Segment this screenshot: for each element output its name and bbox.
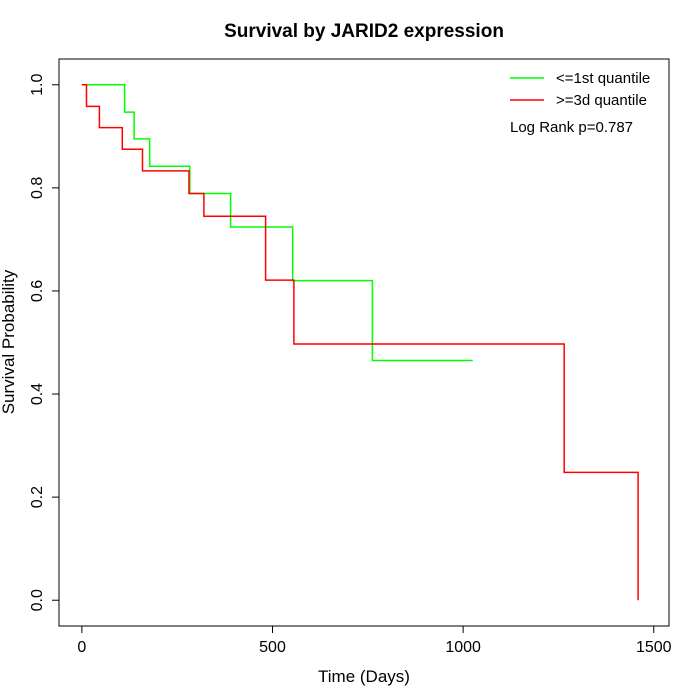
x-tick-label: 500 [259, 639, 286, 656]
y-tick-label: 1.0 [29, 74, 46, 96]
legend-label-high: >=3d quantile [556, 92, 647, 109]
legend-label-low: <=1st quantile [556, 70, 650, 87]
x-tick-label: 0 [77, 639, 86, 656]
x-tick-label: 1500 [636, 639, 672, 656]
survival-curve-low [81, 84, 473, 362]
y-tick-label: 0.8 [29, 177, 46, 199]
legend: <=1st quantile >=3d quantile [510, 70, 650, 109]
log-rank-annotation: Log Rank p=0.787 [510, 119, 633, 136]
chart-title: Survival by JARID2 expression [224, 21, 504, 42]
y-axis-label: Survival Probability [0, 269, 18, 414]
survival-curve-high [81, 84, 639, 601]
y-tick-label: 0.6 [29, 280, 46, 302]
y-tick-label: 0.2 [29, 486, 46, 508]
x-tick-label: 1000 [445, 639, 481, 656]
y-axis: 0.0 0.2 0.4 0.6 0.8 1.0 [29, 74, 60, 611]
x-axis-label: Time (Days) [318, 667, 410, 686]
y-tick-label: 0.4 [29, 383, 46, 405]
series-layer [81, 84, 639, 601]
y-tick-label: 0.0 [29, 589, 46, 611]
x-axis: 0 500 1000 1500 [77, 625, 672, 656]
